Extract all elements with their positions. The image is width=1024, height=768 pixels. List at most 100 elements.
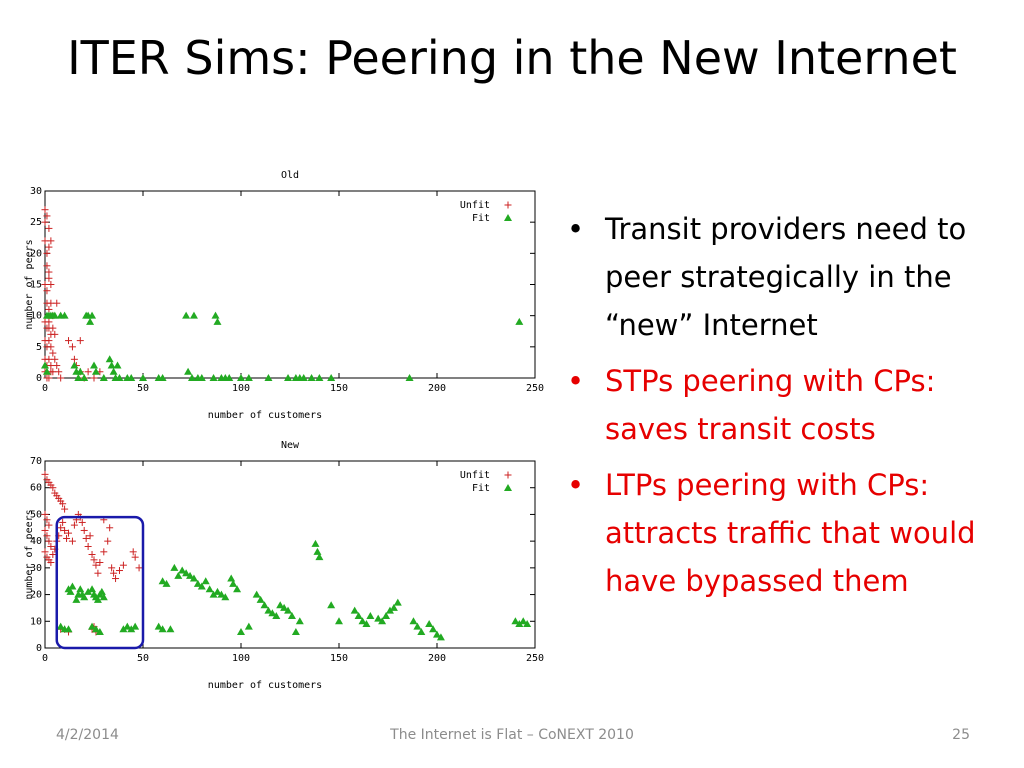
x-tick-label: 150 bbox=[330, 653, 348, 664]
data-point-unfit bbox=[41, 281, 49, 288]
data-point-fit bbox=[284, 606, 293, 614]
data-point-fit bbox=[209, 590, 218, 598]
data-point-unfit bbox=[84, 368, 92, 376]
x-tick-label: 250 bbox=[526, 383, 544, 394]
data-point-fit bbox=[389, 603, 398, 611]
y-tick-label: 5 bbox=[36, 342, 42, 353]
data-point-fit bbox=[154, 622, 163, 630]
x-tick-label: 250 bbox=[526, 653, 544, 664]
legend-label-unfit: Unfit bbox=[460, 470, 490, 481]
chart-title: Old bbox=[281, 170, 299, 181]
data-point-fit bbox=[335, 617, 343, 625]
y-tick-label: 0 bbox=[36, 373, 42, 384]
data-point-unfit bbox=[86, 532, 94, 540]
data-point-fit bbox=[315, 553, 324, 561]
data-point-unfit bbox=[41, 526, 49, 534]
data-point-unfit bbox=[45, 355, 53, 363]
data-point-fit bbox=[413, 622, 422, 630]
data-point-unfit bbox=[92, 561, 100, 569]
data-point-unfit bbox=[55, 368, 63, 376]
data-point-fit bbox=[184, 367, 193, 375]
highlight-box bbox=[55, 515, 145, 650]
data-point-unfit bbox=[135, 564, 143, 572]
data-point-unfit bbox=[110, 569, 118, 577]
data-point-fit bbox=[327, 374, 336, 381]
data-point-unfit bbox=[43, 532, 51, 540]
data-point-unfit bbox=[112, 575, 120, 583]
data-point-fit bbox=[205, 585, 214, 593]
data-point-fit bbox=[350, 606, 359, 614]
footer-center-text: The Internet is Flat – CoNEXT 2010 bbox=[390, 727, 634, 743]
data-point-fit bbox=[429, 625, 438, 633]
legend-label-unfit: Unfit bbox=[460, 200, 490, 211]
bullet-icon: • bbox=[567, 212, 585, 246]
x-axis-label: number of customers bbox=[208, 680, 322, 691]
data-point-unfit bbox=[45, 318, 53, 326]
data-point-unfit bbox=[131, 553, 139, 561]
data-point-unfit bbox=[80, 526, 88, 534]
data-point-unfit bbox=[51, 330, 59, 338]
footer-page-number: 25 bbox=[952, 727, 970, 743]
data-point-fit bbox=[182, 569, 191, 577]
data-point-fit bbox=[109, 367, 118, 375]
data-point-fit bbox=[56, 622, 65, 630]
data-point-fit bbox=[515, 317, 524, 325]
data-point-fit bbox=[90, 361, 98, 369]
data-point-fit bbox=[417, 627, 426, 635]
data-point-fit bbox=[244, 374, 253, 381]
data-point-fit bbox=[158, 625, 167, 633]
data-point-unfit bbox=[47, 299, 55, 307]
data-point-unfit bbox=[68, 537, 76, 545]
data-point-unfit bbox=[115, 567, 123, 575]
data-point-fit bbox=[362, 619, 371, 627]
data-point-unfit bbox=[47, 343, 55, 351]
data-point-fit bbox=[197, 582, 206, 590]
data-point-fit bbox=[209, 374, 218, 381]
data-point-fit bbox=[97, 587, 106, 595]
data-point-fit bbox=[244, 622, 253, 630]
bullet-text: Transit providers need to peer strategic… bbox=[605, 212, 967, 342]
data-point-unfit bbox=[49, 349, 57, 357]
data-point-fit bbox=[256, 595, 265, 603]
data-point-unfit bbox=[45, 337, 53, 345]
data-point-unfit bbox=[41, 218, 49, 226]
data-point-unfit bbox=[504, 471, 512, 479]
data-point-fit bbox=[76, 367, 85, 375]
data-point-unfit bbox=[68, 343, 76, 351]
data-point-unfit bbox=[104, 537, 112, 545]
data-point-fit bbox=[225, 374, 234, 381]
data-point-unfit bbox=[45, 537, 53, 545]
data-point-unfit bbox=[43, 287, 51, 295]
data-point-fit bbox=[229, 579, 238, 587]
data-point-unfit bbox=[51, 355, 59, 363]
data-point-fit bbox=[405, 374, 414, 381]
data-point-fit bbox=[213, 587, 222, 595]
data-point-fit bbox=[41, 361, 49, 369]
data-point-fit bbox=[237, 374, 245, 381]
data-point-fit bbox=[99, 593, 108, 601]
x-axis-label: number of customers bbox=[208, 410, 322, 421]
y-tick-label: 20 bbox=[30, 590, 42, 601]
data-point-fit bbox=[382, 611, 391, 619]
data-point-fit bbox=[66, 587, 75, 595]
y-tick-label: 60 bbox=[30, 483, 42, 494]
data-point-unfit bbox=[108, 564, 116, 572]
data-point-fit bbox=[60, 311, 69, 319]
data-point-fit bbox=[436, 633, 445, 641]
data-point-fit bbox=[511, 617, 520, 625]
chart-title: New bbox=[281, 440, 300, 451]
data-point-fit bbox=[186, 571, 195, 579]
data-point-fit bbox=[42, 367, 51, 375]
data-point-fit bbox=[221, 593, 230, 601]
x-tick-label: 0 bbox=[42, 653, 48, 664]
data-point-unfit bbox=[45, 243, 53, 251]
data-point-fit bbox=[504, 484, 512, 491]
y-tick-label: 10 bbox=[30, 616, 42, 627]
data-point-unfit bbox=[82, 534, 90, 542]
data-point-fit bbox=[515, 619, 524, 627]
data-point-unfit bbox=[90, 556, 98, 564]
x-tick-label: 150 bbox=[330, 383, 348, 394]
data-point-fit bbox=[158, 374, 167, 381]
bullet-item-transit: • Transit providers need to peer strateg… bbox=[565, 205, 985, 349]
data-point-unfit bbox=[45, 521, 53, 529]
